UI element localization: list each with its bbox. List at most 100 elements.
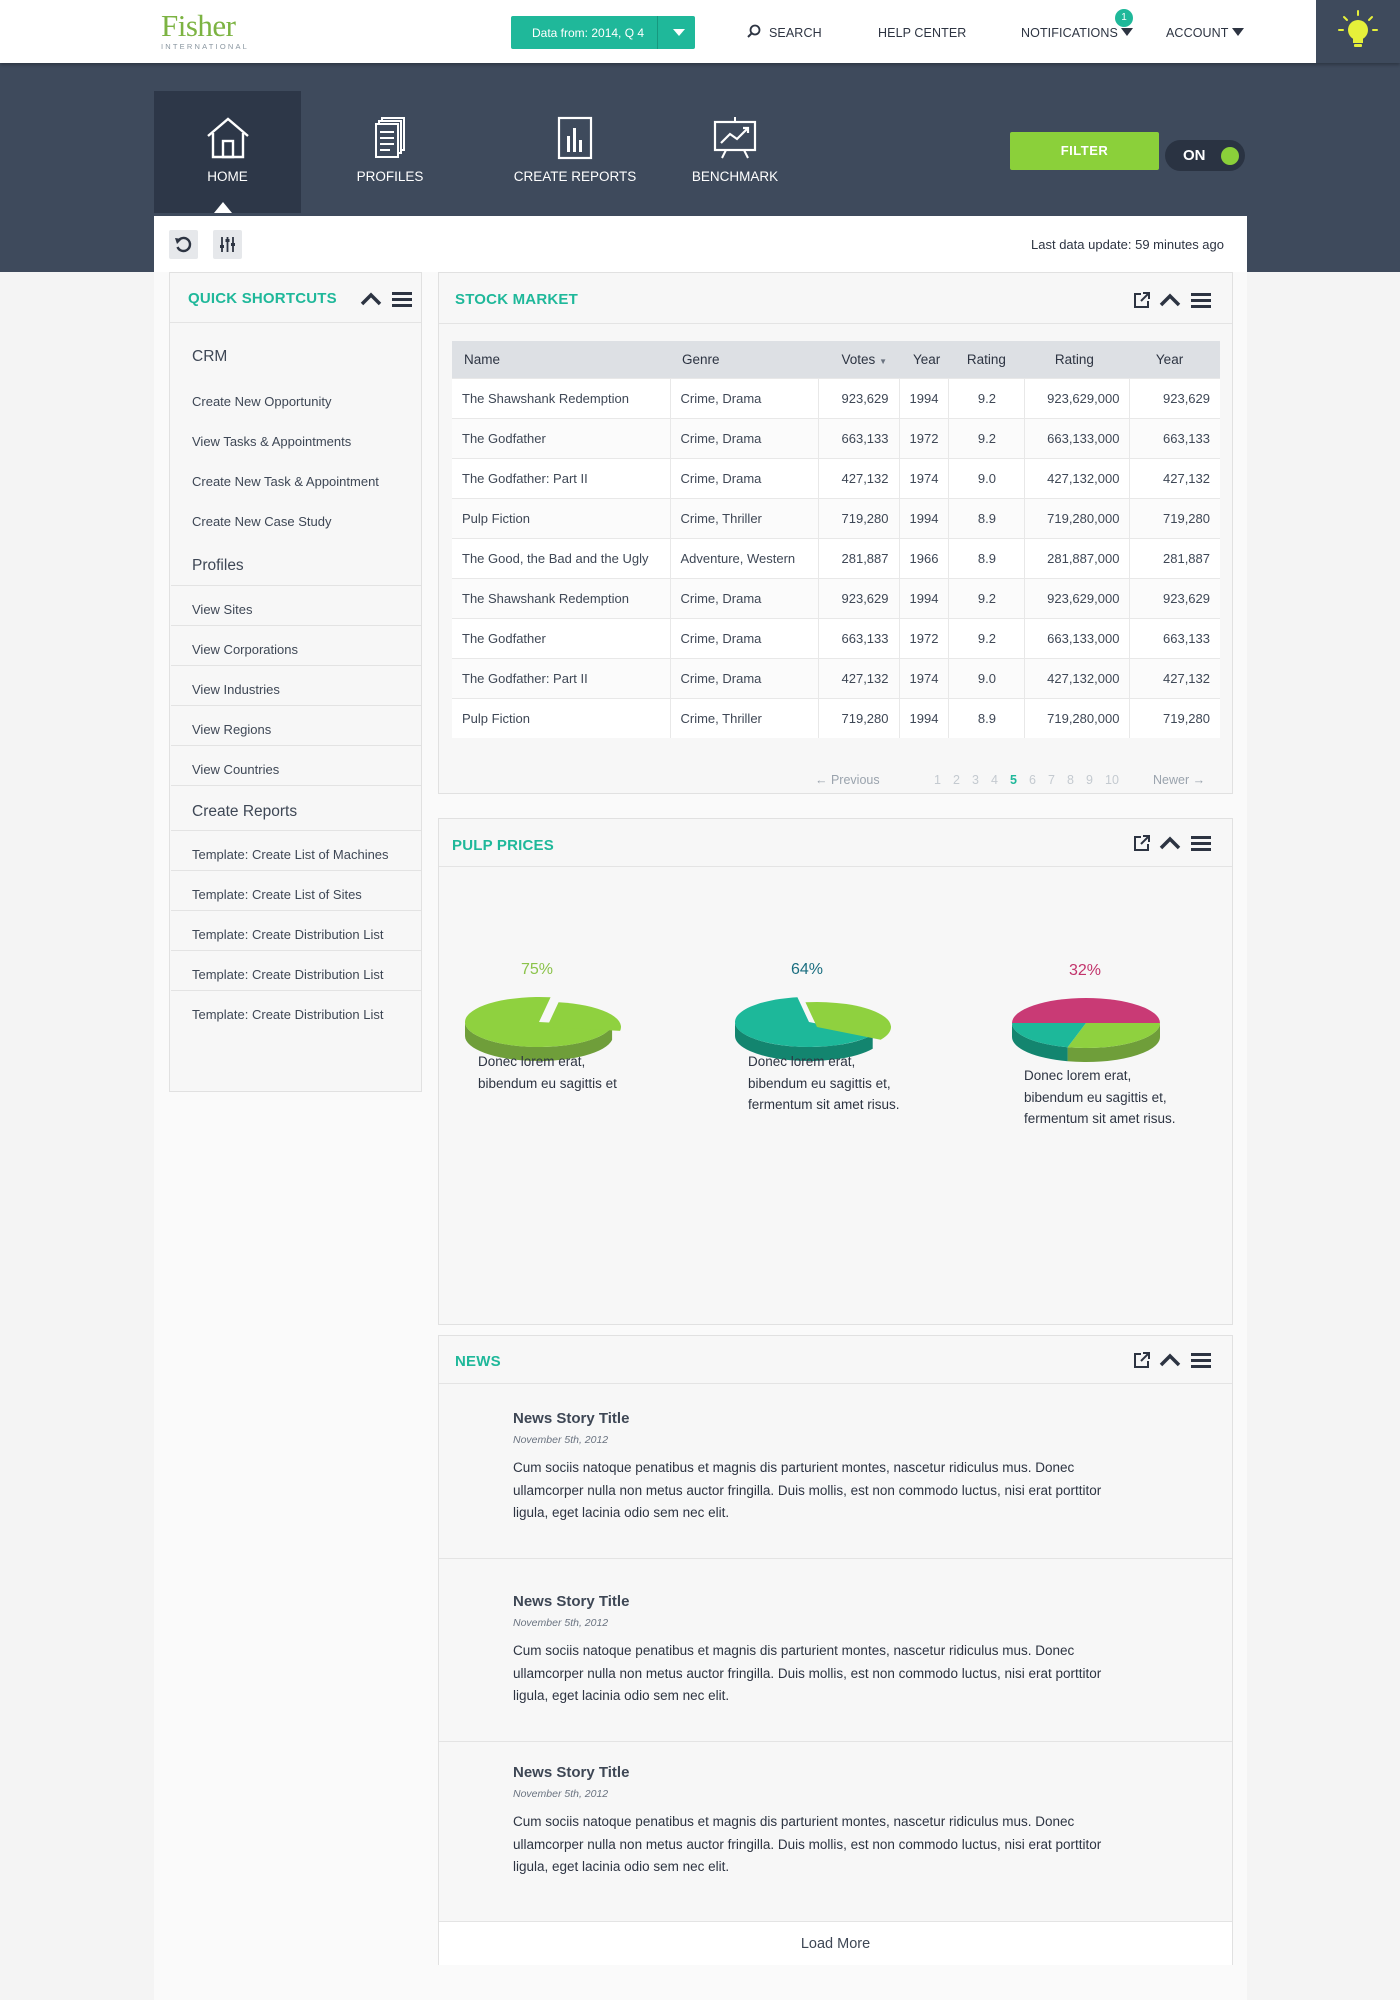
external-link-icon[interactable] — [1133, 1351, 1151, 1369]
search-link[interactable]: SEARCH — [747, 24, 822, 40]
collapse-icon[interactable] — [1159, 292, 1181, 308]
news-story-title[interactable]: News Story Title — [513, 1593, 630, 1610]
settings-sliders-button[interactable] — [213, 230, 242, 259]
shortcut-item[interactable]: View Countries — [192, 762, 280, 777]
column-header-rating[interactable]: Rating — [948, 341, 1025, 378]
column-header-rating-2[interactable]: Rating — [1024, 341, 1130, 378]
column-header-year[interactable]: Year — [899, 341, 949, 378]
table-cell: Adventure, Western — [670, 537, 819, 578]
table-cell: 1974 — [899, 457, 950, 498]
column-header-name[interactable]: Name — [452, 341, 670, 378]
table-row[interactable]: The Good, the Bad and the Ugly Adventure,… — [452, 537, 1220, 578]
shortcut-item[interactable]: Template: Create Distribution List — [192, 967, 384, 982]
help-center-link[interactable]: HELP CENTER — [878, 26, 967, 40]
shortcut-item[interactable]: Template: Create Distribution List — [192, 927, 384, 942]
refresh-button[interactable] — [169, 230, 198, 259]
nav-benchmark[interactable]: BENCHMARK — [680, 91, 790, 213]
page-link[interactable]: 6 — [1029, 773, 1036, 787]
nav-create-reports[interactable]: CREATE REPORTS — [505, 91, 645, 213]
data-period-dropdown[interactable]: Data from: 2014, Q 4 — [511, 16, 695, 49]
logo[interactable]: Fisher INTERNATIONAL — [161, 10, 249, 51]
page-link[interactable]: 5 — [1010, 773, 1017, 787]
shortcut-item[interactable]: Template: Create List of Sites — [192, 887, 362, 902]
shortcut-item[interactable]: Template: Create Distribution List — [192, 1007, 384, 1022]
pie-slice-side — [465, 1022, 613, 1061]
menu-icon[interactable] — [1191, 1352, 1211, 1368]
column-header-year-2[interactable]: Year — [1129, 341, 1220, 378]
previous-page-link[interactable]: ← Previous — [815, 773, 880, 787]
menu-icon[interactable] — [392, 291, 412, 307]
shortcut-item[interactable]: View Tasks & Appointments — [192, 434, 352, 449]
sliders-icon — [220, 237, 235, 252]
table-row[interactable]: Pulp Fiction Crime, Thriller 719,280 1994 8.… — [452, 697, 1220, 738]
page-link[interactable]: 4 — [991, 773, 998, 787]
divider — [171, 785, 421, 786]
dropdown-divider — [657, 16, 658, 49]
table-row[interactable]: The Godfather: Part II Crime, Drama 427,13… — [452, 657, 1220, 698]
news-panel: NEWS News Story Title November 5th, 2012… — [438, 1335, 1233, 1965]
news-story-title[interactable]: News Story Title — [513, 1764, 630, 1781]
page-link[interactable]: 7 — [1048, 773, 1055, 787]
sort-desc-icon: ▼ — [879, 356, 887, 366]
table-cell: 427,132 — [1129, 457, 1220, 498]
shortcut-item[interactable]: View Corporations — [192, 642, 298, 657]
pie-slice — [1012, 998, 1160, 1023]
notifications-menu[interactable]: NOTIFICATIONS — [1021, 26, 1133, 40]
shortcut-item[interactable]: Template: Create List of Machines — [192, 847, 389, 862]
table-cell: 9.0 — [948, 457, 1026, 498]
table-row[interactable]: Pulp Fiction Crime, Thriller 719,280 1994 8.… — [452, 497, 1220, 538]
table-row[interactable]: The Godfather: Part II Crime, Drama 427,13… — [452, 457, 1220, 498]
external-link-icon[interactable] — [1133, 834, 1151, 852]
quick-shortcuts-title: QUICK SHORTCUTS — [188, 290, 337, 307]
table-cell: 1972 — [899, 417, 950, 458]
table-cell: 719,280 — [818, 497, 900, 538]
filter-toggle[interactable]: ON — [1165, 140, 1245, 171]
account-menu[interactable]: ACCOUNT — [1166, 26, 1244, 40]
caret-down-icon — [1120, 28, 1133, 36]
news-divider — [439, 1558, 1232, 1559]
column-header-votes[interactable]: Votes ▼ — [818, 341, 899, 378]
menu-icon[interactable] — [1191, 835, 1211, 851]
tips-button[interactable] — [1316, 0, 1400, 63]
collapse-icon[interactable] — [1159, 1352, 1181, 1368]
page-link[interactable]: 8 — [1067, 773, 1074, 787]
nav-profiles[interactable]: PROFILES — [330, 91, 450, 213]
table-row[interactable]: The Godfather Crime, Drama 663,133 1972 9.2 6… — [452, 417, 1220, 458]
column-header-genre[interactable]: Genre — [670, 341, 818, 378]
dashboard-toolbar: Last data update: 59 minutes ago — [154, 216, 1247, 272]
table-cell: 8.9 — [948, 537, 1026, 578]
page-link[interactable]: 3 — [972, 773, 979, 787]
page-link[interactable]: 1 — [934, 773, 941, 787]
menu-icon[interactable] — [1191, 292, 1211, 308]
logo-sub: INTERNATIONAL — [161, 42, 250, 51]
table-header-row: Name Genre Votes ▼ Year Rating Rating Ye… — [452, 341, 1220, 378]
notification-count-badge: 1 — [1115, 9, 1133, 27]
next-page-link[interactable]: Newer → — [1153, 773, 1206, 787]
page-link[interactable]: 2 — [953, 773, 960, 787]
table-cell: 663,133 — [1129, 617, 1220, 658]
shortcut-item[interactable]: Create New Task & Appointment — [192, 474, 379, 489]
nav-home[interactable]: HOME — [154, 91, 301, 213]
table-row[interactable]: The Godfather Crime, Drama 663,133 1972 9.2 6… — [452, 617, 1220, 658]
collapse-icon[interactable] — [1159, 835, 1181, 851]
shortcut-item[interactable]: View Regions — [192, 722, 272, 737]
table-cell: 663,133,000 — [1024, 617, 1131, 658]
table-row[interactable]: The Shawshank Redemption Crime, Drama 923,… — [452, 377, 1220, 418]
collapse-icon[interactable] — [360, 291, 382, 307]
load-more-button[interactable]: Load More — [439, 1921, 1232, 1965]
page-link[interactable]: 10 — [1105, 773, 1119, 787]
table-cell: The Good, the Bad and the Ugly — [452, 537, 671, 578]
shortcut-item[interactable]: Create New Case Study — [192, 514, 332, 529]
shortcut-item[interactable]: Create New Opportunity — [192, 394, 332, 409]
news-story-title[interactable]: News Story Title — [513, 1410, 630, 1427]
table-cell: 663,133 — [818, 617, 900, 658]
pie-slice — [1012, 1023, 1086, 1048]
table-row[interactable]: The Shawshank Redemption Crime, Drama 923,… — [452, 577, 1220, 618]
shortcut-item[interactable]: View Industries — [192, 682, 280, 697]
last-update-text: Last data update: 59 minutes ago — [1031, 237, 1224, 252]
page-link[interactable]: 9 — [1086, 773, 1093, 787]
pie-slice-side — [1067, 1023, 1160, 1062]
filter-button[interactable]: FILTER — [1010, 132, 1159, 170]
shortcut-item[interactable]: View Sites — [192, 602, 253, 617]
external-link-icon[interactable] — [1133, 291, 1151, 309]
